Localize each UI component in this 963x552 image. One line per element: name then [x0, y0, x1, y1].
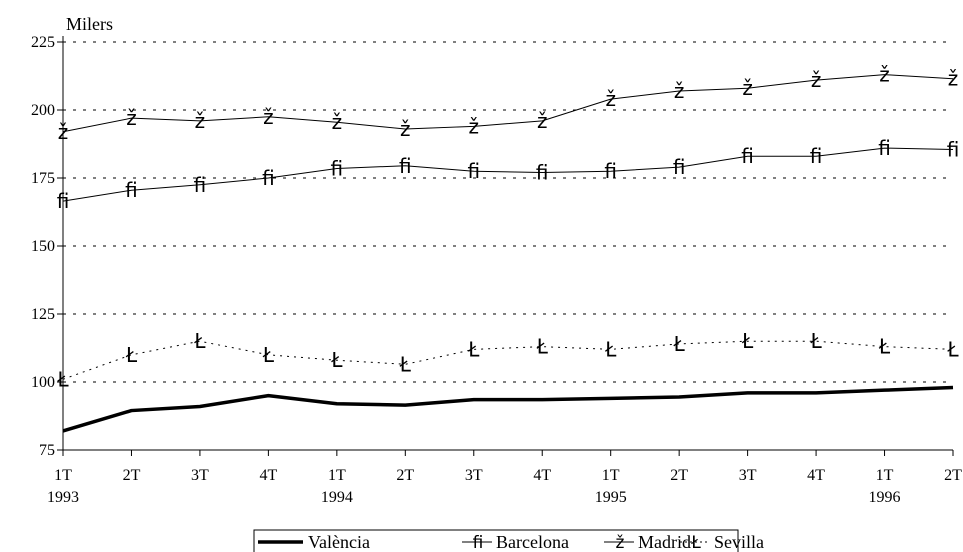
- series-point: Ł: [673, 332, 686, 356]
- series-point: Ł: [56, 367, 69, 391]
- series-point: ž: [674, 79, 685, 103]
- series-point: ﬁ: [262, 166, 275, 190]
- series-point: Ł: [467, 337, 480, 361]
- x-tick-label: 3T: [739, 467, 757, 484]
- series-point: ž: [332, 110, 343, 134]
- legend-label: Barcelona: [496, 532, 569, 552]
- y-tick-label: 175: [31, 170, 55, 187]
- series-point: ž: [263, 105, 274, 129]
- series-point: ž: [58, 120, 69, 144]
- x-year-label: 1995: [595, 489, 627, 506]
- legend-label: Sevilla: [714, 532, 764, 552]
- x-tick-label: 1T: [54, 467, 72, 484]
- series-point: ž: [879, 63, 890, 87]
- y-tick-label: 75: [39, 442, 55, 459]
- x-tick-label: 4T: [807, 467, 825, 484]
- series-point: ž: [126, 106, 137, 130]
- series-point: ﬁ: [947, 137, 960, 161]
- legend-marker: ž: [616, 533, 625, 552]
- series-line-madrid: [62, 74, 954, 133]
- x-tick-label: 1T: [876, 467, 894, 484]
- x-tick-label: 4T: [533, 467, 551, 484]
- y-tick-label: 200: [31, 102, 55, 119]
- x-tick-label: 1T: [602, 467, 620, 484]
- series-point: ﬁ: [399, 154, 412, 178]
- legend-marker: Ł: [690, 533, 701, 552]
- x-tick-label: 4T: [259, 467, 277, 484]
- series-point: ﬁ: [536, 161, 549, 185]
- series-point: ž: [400, 117, 411, 141]
- series-point: ž: [948, 67, 959, 91]
- axes: [62, 36, 953, 451]
- x-year-label: 1994: [321, 489, 353, 506]
- x-tick-label: 1T: [328, 467, 346, 484]
- series-point: ž: [742, 76, 753, 100]
- series-point: Ł: [946, 337, 959, 361]
- series-point: Ł: [878, 335, 891, 359]
- series-point: Ł: [125, 343, 138, 367]
- x-tick-label: 3T: [465, 467, 483, 484]
- series-point: ž: [605, 87, 616, 111]
- x-year-label: 1993: [47, 489, 79, 506]
- series-point: ž: [811, 68, 822, 92]
- legend-marker: ﬁ: [473, 533, 484, 552]
- series-point: ﬁ: [673, 155, 686, 179]
- series-point: ﬁ: [467, 159, 480, 183]
- series-point: ž: [195, 109, 206, 133]
- series-point: ž: [537, 109, 548, 133]
- y-unit-label: Milers: [66, 14, 113, 34]
- gridlines: [63, 41, 953, 383]
- series-point: Ł: [536, 335, 549, 359]
- x-year-label: 1996: [869, 489, 901, 506]
- legend: València ﬁ Barcelona ž Madrid Ł Sevilla: [253, 529, 764, 552]
- series-point: Ł: [262, 343, 275, 367]
- series-point: Ł: [604, 337, 617, 361]
- x-tick-label: 3T: [191, 467, 209, 484]
- series-point: ﬁ: [194, 173, 207, 197]
- legend-label: Madrid: [638, 532, 691, 552]
- x-tick-label: 2T: [396, 467, 414, 484]
- y-tick-label: 225: [31, 34, 55, 51]
- series-point: Ł: [399, 352, 412, 376]
- x-tick-label: 2T: [123, 467, 141, 484]
- series-line-valncia: [62, 385, 954, 433]
- series-point: ﬁ: [331, 156, 344, 180]
- y-tick-label: 125: [31, 306, 55, 323]
- x-tick-label: 2T: [944, 467, 962, 484]
- legend-label: València: [308, 532, 370, 552]
- x-axis-ticks: 1T 2T 3T 4T 1T 2T 3T 4T 1T 2T 3T 4T 1T 2T 1993 1994 1995…: [47, 450, 962, 506]
- series-point: Ł: [741, 329, 754, 353]
- series-point: ž: [469, 114, 480, 138]
- y-axis-ticks: 75 100 125 150 175 200 225: [31, 34, 63, 459]
- y-tick-label: 150: [31, 238, 55, 255]
- series-point: ﬁ: [810, 144, 823, 168]
- y-tick-label: 100: [31, 374, 55, 391]
- series-line-sevilla: [62, 340, 954, 380]
- series-point: Ł: [193, 329, 206, 353]
- series-point: ﬁ: [604, 159, 617, 183]
- series-point: ﬁ: [741, 144, 754, 168]
- series-point: ﬁ: [878, 136, 891, 160]
- series-point: ﬁ: [125, 178, 138, 202]
- series-line-barcelona: [62, 147, 954, 202]
- series-point: Ł: [809, 329, 822, 353]
- series-point: ﬁ: [57, 189, 70, 213]
- legend-box: [253, 529, 739, 552]
- x-tick-label: 2T: [670, 467, 688, 484]
- series-point: Ł: [330, 348, 343, 372]
